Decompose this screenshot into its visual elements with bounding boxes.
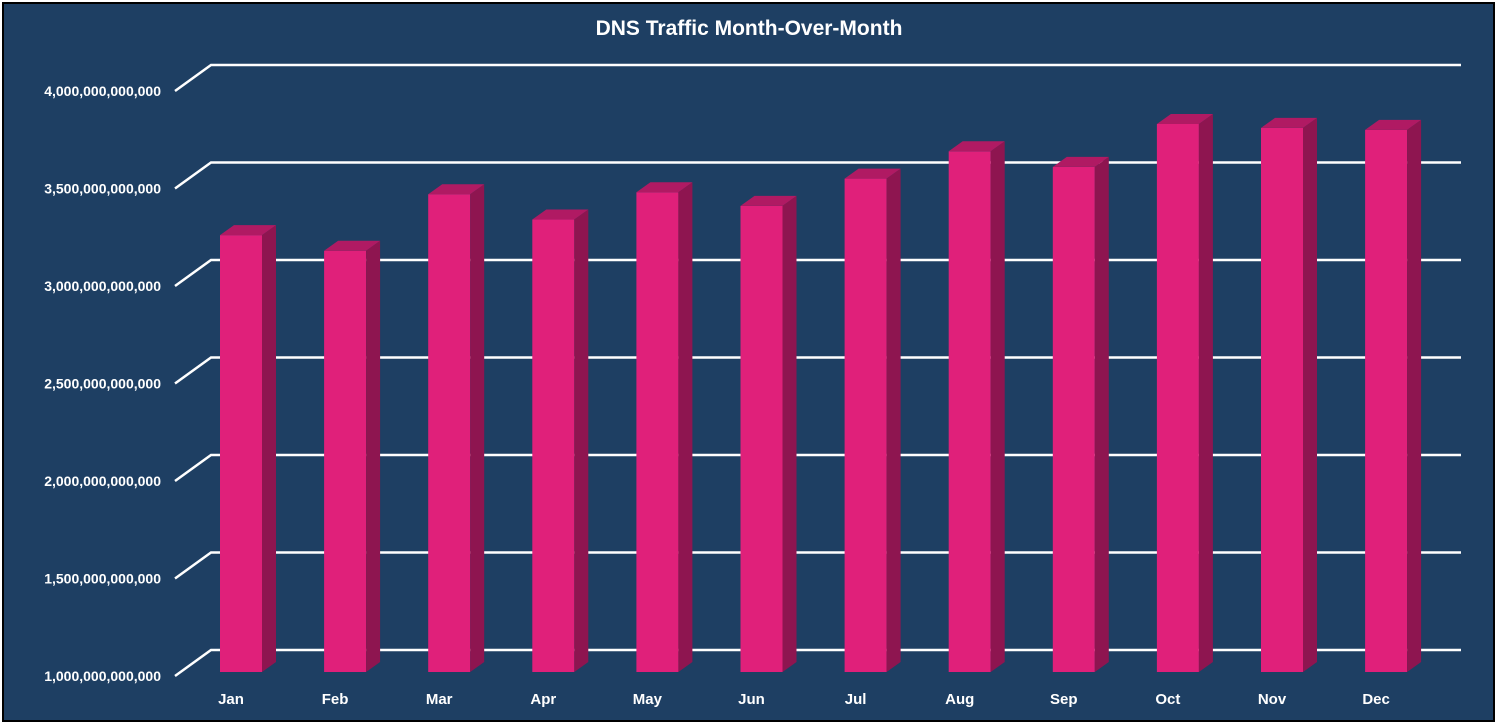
bar-top xyxy=(636,182,693,193)
bar-front xyxy=(1156,124,1199,672)
bar-front xyxy=(428,194,471,672)
bar-jan xyxy=(220,225,276,672)
bar-side xyxy=(366,240,381,672)
bar-front xyxy=(844,178,887,672)
x-category-label: May xyxy=(633,691,663,708)
x-category-label: Jan xyxy=(218,691,244,708)
bar-jun xyxy=(740,195,797,672)
bar-front xyxy=(1261,127,1303,672)
y-tick-label: 3,500,000,000,000 xyxy=(44,181,161,197)
y-tick-label: 2,000,000,000,000 xyxy=(44,473,161,489)
bar-may xyxy=(636,182,693,672)
bar-side xyxy=(1407,119,1422,673)
bar-top xyxy=(1365,119,1422,130)
bar-top xyxy=(428,184,485,195)
bar-front xyxy=(740,205,783,672)
bar-side xyxy=(886,168,901,672)
bar-side xyxy=(1198,114,1213,672)
bar-side xyxy=(470,184,485,672)
bar-side xyxy=(678,182,693,672)
bar-top xyxy=(220,225,276,236)
bar-top xyxy=(1052,156,1109,167)
bar-front xyxy=(532,219,575,673)
bar-front xyxy=(324,250,367,672)
bar-top xyxy=(532,209,589,220)
y-tick-label: 3,000,000,000,000 xyxy=(44,278,161,294)
x-axis-category-labels: Jan Feb Mar Apr May Jun Jul Aug Sep Oct Nov Dec xyxy=(218,691,1390,708)
bar-front xyxy=(1365,129,1408,673)
bar-front xyxy=(948,151,991,673)
bar-front xyxy=(636,192,679,672)
gridlines xyxy=(174,63,1461,678)
gridline xyxy=(174,648,1461,678)
bar-top xyxy=(1156,114,1213,124)
y-tick-label: 1,000,000,000,000 xyxy=(44,668,161,684)
bar-top xyxy=(948,141,1005,152)
bar-top xyxy=(324,240,381,251)
bar-side xyxy=(1303,117,1317,672)
bar-feb xyxy=(324,240,381,672)
x-category-label: Dec xyxy=(1362,691,1390,708)
bar-nov xyxy=(1261,117,1317,672)
gridline xyxy=(174,63,1461,93)
x-category-label: Jun xyxy=(738,691,765,708)
x-category-label: Jul xyxy=(845,691,867,708)
bar-front xyxy=(1052,166,1095,672)
bar-front xyxy=(220,235,262,672)
bar-mar xyxy=(428,184,485,672)
x-category-label: Aug xyxy=(945,691,974,708)
gridline xyxy=(174,453,1461,483)
y-axis-tick-labels: 1,000,000,000,000 1,500,000,000,000 2,000,… xyxy=(44,83,161,684)
gridline xyxy=(174,356,1461,385)
bar-side xyxy=(262,225,276,672)
bar-jul xyxy=(844,168,901,672)
x-category-label: Oct xyxy=(1155,691,1180,708)
bars xyxy=(220,114,1422,673)
bar-dec xyxy=(1365,119,1422,673)
x-category-label: Sep xyxy=(1050,691,1078,708)
x-category-label: Nov xyxy=(1258,691,1287,708)
bar-sep xyxy=(1052,156,1109,672)
gridline xyxy=(174,551,1461,580)
bar-aug xyxy=(948,141,1005,673)
bar-top xyxy=(1261,117,1317,128)
y-tick-label: 4,000,000,000,000 xyxy=(44,83,161,99)
gridline xyxy=(174,258,1461,288)
bar-side xyxy=(1094,156,1109,672)
bar-side xyxy=(782,195,797,672)
x-category-label: Feb xyxy=(322,691,349,708)
bar-side xyxy=(990,141,1005,673)
bar-top xyxy=(740,195,797,206)
bar-side xyxy=(574,209,589,673)
y-tick-label: 1,500,000,000,000 xyxy=(44,571,161,587)
bar-chart: DNS Traffic Month-Over-Month 1,000,000,0… xyxy=(44,17,1461,708)
bar-oct xyxy=(1156,114,1213,672)
y-tick-label: 2,500,000,000,000 xyxy=(44,376,161,392)
chart-title: DNS Traffic Month-Over-Month xyxy=(596,17,903,40)
x-category-label: Mar xyxy=(426,691,453,708)
bar-top xyxy=(844,168,901,179)
gridline xyxy=(174,161,1461,190)
x-category-label: Apr xyxy=(530,691,556,708)
bar-apr xyxy=(532,209,589,673)
